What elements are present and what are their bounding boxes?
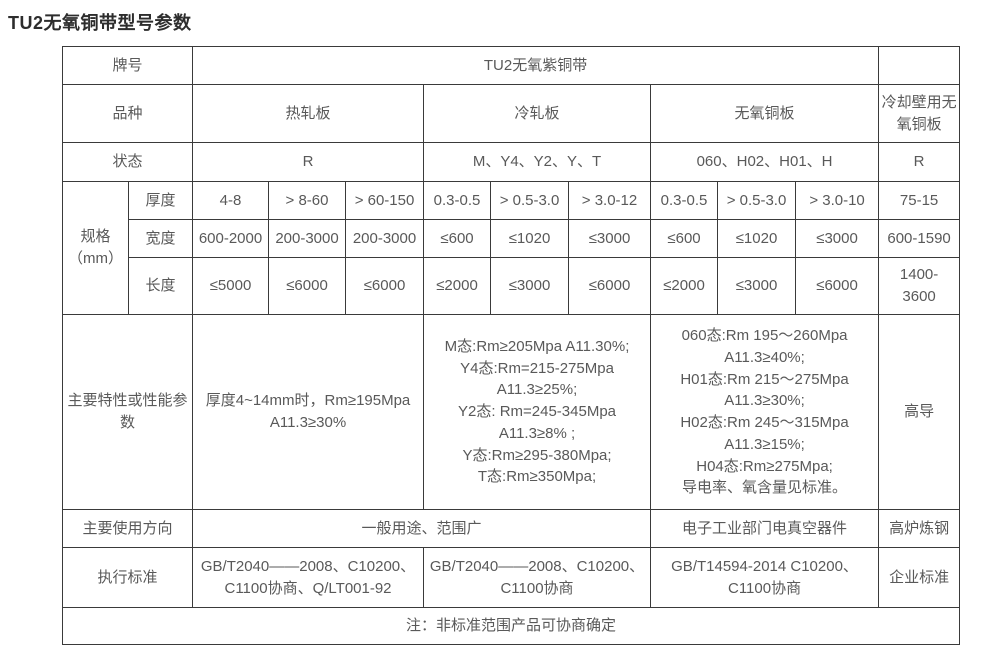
usage-label: 主要使用方向 [61,509,194,548]
brand-empty-cell [878,46,961,85]
width-cell: ≤1020 [717,219,797,258]
spec-width-row: 宽度 600-2000 200-3000 200-3000 ≤600 ≤1020… [63,219,961,258]
thickness-label: 厚度 [127,181,194,220]
variety-cold: 冷轧板 [423,84,652,143]
thickness-cell: > 0.5-3.0 [717,181,797,220]
state-hot: R [192,142,425,182]
state-oxygen: 060、H02、H01、H [650,142,880,182]
length-cell: ≤6000 [795,257,880,315]
width-cell: ≤1020 [490,219,570,258]
width-cell: ≤3000 [568,219,652,258]
usage-general: 一般用途、范围广 [192,509,652,548]
standard-hot: GB/T2040——2008、C10200、 C1100协商、Q/LT001-9… [192,547,425,608]
variety-hot: 热轧板 [192,84,425,143]
thickness-cell: 75-15 [878,181,961,220]
properties-oxygen: 060态:Rm 195～260Mpa A11.3≥40%; H01态:Rm 21… [650,314,880,510]
thickness-cell: > 3.0-10 [795,181,880,220]
length-cell: ≤3000 [717,257,797,315]
state-label: 状态 [61,142,194,182]
width-cell: ≤600 [423,219,492,258]
thickness-cell: 0.3-0.5 [650,181,719,220]
length-cell: ≤3000 [490,257,570,315]
note-text: 注：非标准范围产品可协商确定 [61,607,961,645]
length-cell: 1400- 3600 [878,257,961,315]
properties-cooling: 高导 [878,314,961,510]
state-cooling: R [878,142,961,182]
thickness-cell: > 3.0-12 [568,181,652,220]
width-cell: ≤600 [650,219,719,258]
properties-hot: 厚度4~14mm时，Rm≥195Mpa A11.3≥30% [192,314,425,510]
brand-row: 牌号 TU2无氧紫铜带 [61,46,961,85]
length-cell: ≤6000 [268,257,347,315]
spec-label: 规格 （mm） [62,181,129,315]
width-label: 宽度 [127,219,194,258]
length-cell: ≤2000 [423,257,492,315]
note-row: 注：非标准范围产品可协商确定 [61,607,961,645]
variety-label: 品种 [61,84,194,143]
brand-value: TU2无氧紫铜带 [192,46,880,85]
variety-row: 品种 热轧板 冷轧板 无氧铜板 冷却壁用无氧铜板 [61,84,961,143]
usage-row: 主要使用方向 一般用途、范围广 电子工业部门电真空器件 高炉炼钢 [61,509,961,548]
length-label: 长度 [127,257,194,315]
spec-thickness-row: 规格 （mm） 厚度 4-8 > 8-60 > 60-150 0.3-0.5 >… [62,181,961,315]
length-cell: ≤2000 [650,257,719,315]
length-cell: ≤6000 [345,257,425,315]
length-cell: ≤5000 [192,257,270,315]
standard-cold: GB/T2040——2008、C10200、 C1100协商 [423,547,652,608]
properties-label: 主要特性或性能参数 [61,314,194,510]
thickness-cell: > 0.5-3.0 [490,181,570,220]
thickness-cell: 4-8 [192,181,270,220]
properties-row: 主要特性或性能参数 厚度4~14mm时，Rm≥195Mpa A11.3≥30% … [61,314,961,510]
standard-label: 执行标准 [61,547,194,608]
standard-row: 执行标准 GB/T2040——2008、C10200、 C1100协商、Q/LT… [61,547,961,608]
standard-oxygen: GB/T14594-2014 C10200、 C1100协商 [650,547,880,608]
width-cell: ≤3000 [795,219,880,258]
usage-cooling: 高炉炼钢 [878,509,961,548]
width-cell: 600-2000 [192,219,270,258]
spec-length-row: 长度 ≤5000 ≤6000 ≤6000 ≤2000 ≤3000 ≤6000 ≤… [63,257,961,315]
length-cell: ≤6000 [568,257,652,315]
thickness-cell: 0.3-0.5 [423,181,492,220]
variety-oxygen: 无氧铜板 [650,84,880,143]
usage-oxygen: 电子工业部门电真空器件 [650,509,880,548]
standard-cooling: 企业标准 [878,547,961,608]
thickness-cell: > 8-60 [268,181,347,220]
width-cell: 600-1590 [878,219,961,258]
state-row: 状态 R M、Y4、Y2、Y、T 060、H02、H01、H R [61,142,961,182]
page-title: TU2无氧铜带型号参数 [8,13,192,33]
variety-cooling: 冷却壁用无氧铜板 [878,84,961,143]
width-cell: 200-3000 [268,219,347,258]
brand-label: 牌号 [61,46,194,85]
width-cell: 200-3000 [345,219,425,258]
spec-table: 牌号 TU2无氧紫铜带 品种 热轧板 冷轧板 无氧铜板 冷却壁用无氧铜板 状态 … [61,46,961,645]
properties-cold: M态:Rm≥205Mpa A11.30%; Y4态:Rm=215-275Mpa … [423,314,652,510]
state-cold: M、Y4、Y2、Y、T [423,142,652,182]
thickness-cell: > 60-150 [345,181,425,220]
